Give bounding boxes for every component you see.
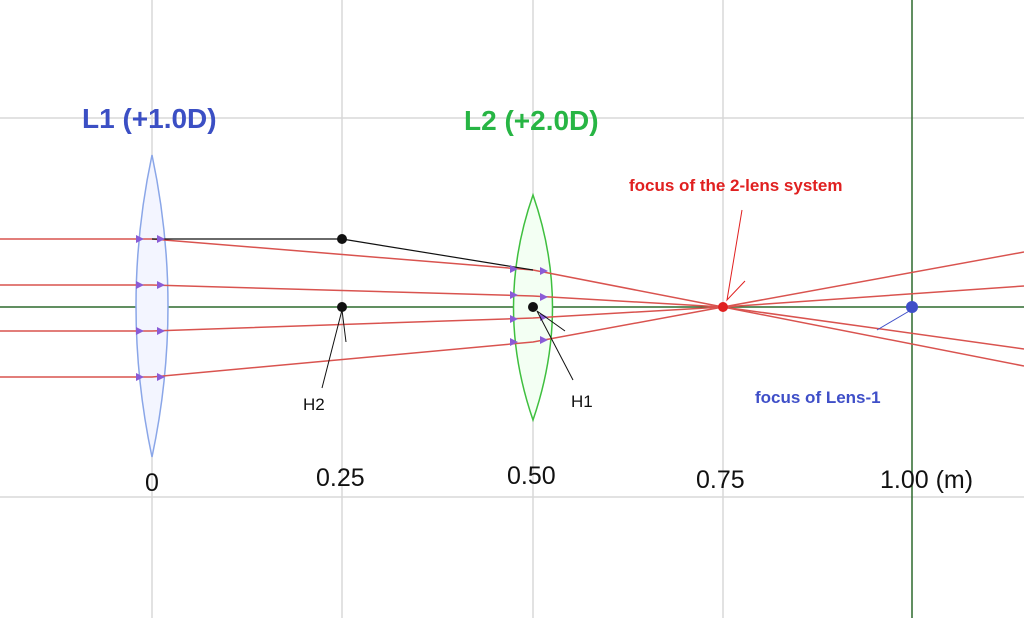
ray-4 <box>0 251 1024 378</box>
construction-point <box>337 234 347 244</box>
lens1-shape <box>135 154 169 458</box>
tick-label-1: 0.25 <box>316 464 365 492</box>
h2-label: H2 <box>303 395 325 414</box>
tick-label-4: 1.00 (m) <box>880 466 973 494</box>
leader-lines <box>321 209 912 389</box>
h2-point <box>337 302 347 312</box>
lens1-label: L1 (+1.0D) <box>82 103 217 134</box>
tick-label-2: 0.50 <box>507 462 556 490</box>
h1-point <box>528 302 538 312</box>
lens2-label: L2 (+2.0D) <box>464 105 599 136</box>
ray-3 <box>0 285 1024 332</box>
h1-label: H1 <box>571 392 593 411</box>
tick-label-3: 0.75 <box>696 466 745 494</box>
system-focus-label: focus of the 2-lens system <box>629 176 843 195</box>
system-focus-point <box>718 302 728 312</box>
ray-2 <box>0 284 1024 350</box>
lens1-focus-point <box>906 301 918 313</box>
ray-arrows <box>136 235 548 381</box>
lens1-focus-label: focus of Lens-1 <box>755 388 881 407</box>
tick-label-0: 0 <box>145 469 159 497</box>
